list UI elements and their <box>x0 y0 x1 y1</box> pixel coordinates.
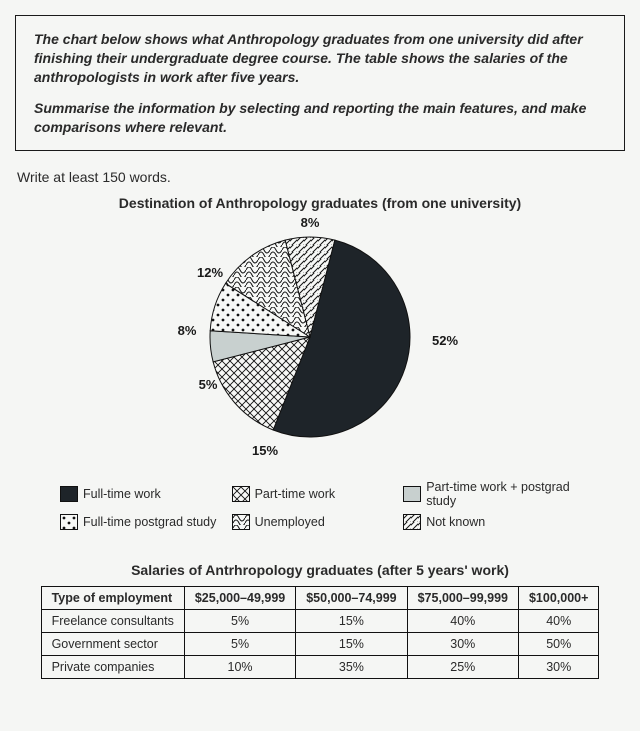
legend-label-not-known: Not known <box>426 515 485 529</box>
table-cell: 35% <box>296 656 407 679</box>
table-cell: 5% <box>184 610 295 633</box>
table-row-label: Freelance consultants <box>41 610 184 633</box>
legend-swatch-part-time-work <box>232 486 250 502</box>
legend-item-full-time-work: Full-time work <box>60 480 232 508</box>
table-row: Government sector5%15%30%50% <box>41 633 599 656</box>
table-cell: 25% <box>407 656 518 679</box>
table-cell: 40% <box>518 610 598 633</box>
table-row: Private companies10%35%25%30% <box>41 656 599 679</box>
legend-label-unemployed: Unemployed <box>255 515 325 529</box>
legend-item-not-known: Not known <box>403 514 575 530</box>
legend-item-unemployed: Unemployed <box>232 514 404 530</box>
pie-chart: 8% 52% 15% 5% 8% 12% <box>15 217 625 472</box>
legend-item-ft-pg-study: Full-time postgrad study <box>60 514 232 530</box>
table-cell: 5% <box>184 633 295 656</box>
legend-item-pt-work-pg: Part-time work + postgrad study <box>403 480 575 508</box>
pie-label-unemployed: 12% <box>197 265 223 280</box>
legend-swatch-full-time-work <box>60 486 78 502</box>
pie-label-pt-work-pg: 5% <box>199 377 218 392</box>
prompt-para-1: The chart below shows what Anthropology … <box>34 30 606 87</box>
table-cell: 40% <box>407 610 518 633</box>
legend-swatch-pt-work-pg <box>403 486 421 502</box>
table-col-0: $25,000–49,999 <box>184 587 295 610</box>
table-row: Freelance consultants5%15%40%40% <box>41 610 599 633</box>
table-col-1: $50,000–74,999 <box>296 587 407 610</box>
table-cell: 10% <box>184 656 295 679</box>
legend-swatch-not-known <box>403 514 421 530</box>
pie-label-ft-pg-study: 8% <box>178 323 197 338</box>
salary-table-title: Salaries of Antrhropology graduates (aft… <box>15 562 625 578</box>
table-row-header: Type of employment <box>41 587 184 610</box>
prompt-para-2: Summarise the information by selecting a… <box>34 99 606 137</box>
legend-label-full-time-work: Full-time work <box>83 487 161 501</box>
table-col-2: $75,000–99,999 <box>407 587 518 610</box>
legend-swatch-unemployed <box>232 514 250 530</box>
prompt-box: The chart below shows what Anthropology … <box>15 15 625 151</box>
pie-label-full-time-work: 52% <box>432 333 458 348</box>
table-row-label: Government sector <box>41 633 184 656</box>
pie-chart-title: Destination of Anthropology graduates (f… <box>15 195 625 211</box>
pie-label-not-known: 8% <box>301 217 320 230</box>
legend-label-ft-pg-study: Full-time postgrad study <box>83 515 216 529</box>
instruction-text: Write at least 150 words. <box>17 169 625 185</box>
table-row-label: Private companies <box>41 656 184 679</box>
table-header-row: Type of employment $25,000–49,999 $50,00… <box>41 587 599 610</box>
table-cell: 30% <box>518 656 598 679</box>
table-cell: 30% <box>407 633 518 656</box>
pie-label-part-time-work: 15% <box>252 443 278 458</box>
table-cell: 50% <box>518 633 598 656</box>
salary-table: Type of employment $25,000–49,999 $50,00… <box>41 586 600 679</box>
legend-swatch-ft-pg-study <box>60 514 78 530</box>
table-cell: 15% <box>296 610 407 633</box>
legend-label-pt-work-pg: Part-time work + postgrad study <box>426 480 575 508</box>
table-col-3: $100,000+ <box>518 587 598 610</box>
table-cell: 15% <box>296 633 407 656</box>
legend-label-part-time-work: Part-time work <box>255 487 336 501</box>
pie-legend: Full-time work Part-time work Part-time wo… <box>60 480 580 536</box>
legend-item-part-time-work: Part-time work <box>232 480 404 508</box>
